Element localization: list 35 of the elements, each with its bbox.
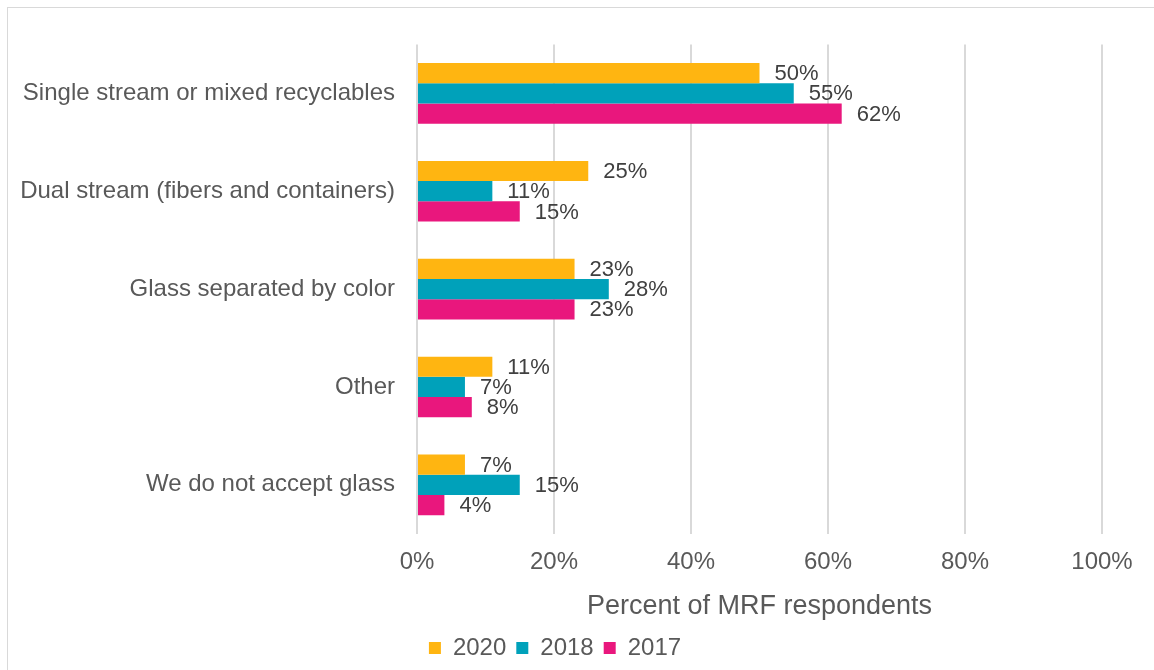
bar: [418, 181, 493, 202]
legend-label: 2017: [627, 632, 682, 660]
legend-label: 2020: [452, 632, 507, 660]
x-tick-label: 80%: [940, 546, 990, 574]
bar: [418, 103, 842, 124]
bar: [418, 376, 465, 398]
bar: [418, 397, 472, 418]
data-label: 7%: [479, 451, 512, 477]
x-axis-title: Percent of MRF respondents: [586, 590, 933, 621]
x-tick-label: 60%: [803, 546, 853, 574]
bar: [418, 258, 575, 279]
legend-label: 2018: [540, 632, 594, 660]
data-label: 15%: [534, 471, 579, 497]
bar: [418, 160, 589, 182]
data-label: 62%: [856, 100, 901, 126]
y-tick-label: Glass separated by color: [129, 273, 395, 301]
bar: [418, 63, 760, 84]
bar: [418, 201, 520, 222]
y-tick-label: Dual stream (fibers and containers): [20, 175, 395, 203]
y-tick-label: Single stream or mixed recyclables: [22, 77, 395, 105]
bar: [418, 83, 794, 104]
bar: [418, 299, 575, 320]
bar: [418, 356, 493, 377]
bar: [418, 278, 609, 300]
x-tick-label: 0%: [399, 546, 435, 574]
bar: [418, 454, 465, 475]
y-tick-label: Other: [334, 371, 395, 399]
x-tick-label: 20%: [529, 546, 579, 574]
data-label: 25%: [603, 158, 648, 184]
x-tick-label: 100%: [1071, 546, 1133, 574]
bar: [418, 474, 520, 495]
x-tick-label: 40%: [666, 546, 716, 574]
y-tick-label: We do not accept glass: [145, 469, 395, 497]
data-label: 4%: [459, 492, 492, 518]
bar: [418, 494, 445, 516]
